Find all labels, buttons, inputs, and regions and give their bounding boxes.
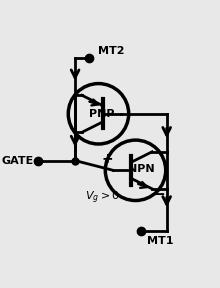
Text: −: −: [152, 187, 165, 202]
Text: PNP: PNP: [89, 109, 114, 119]
Text: MT1: MT1: [147, 236, 174, 246]
Text: $V_g > 0$: $V_g > 0$: [85, 190, 120, 206]
Text: NPN: NPN: [128, 164, 155, 174]
Text: +: +: [101, 151, 113, 166]
Text: GATE: GATE: [2, 156, 34, 166]
Text: MT2: MT2: [99, 46, 125, 56]
